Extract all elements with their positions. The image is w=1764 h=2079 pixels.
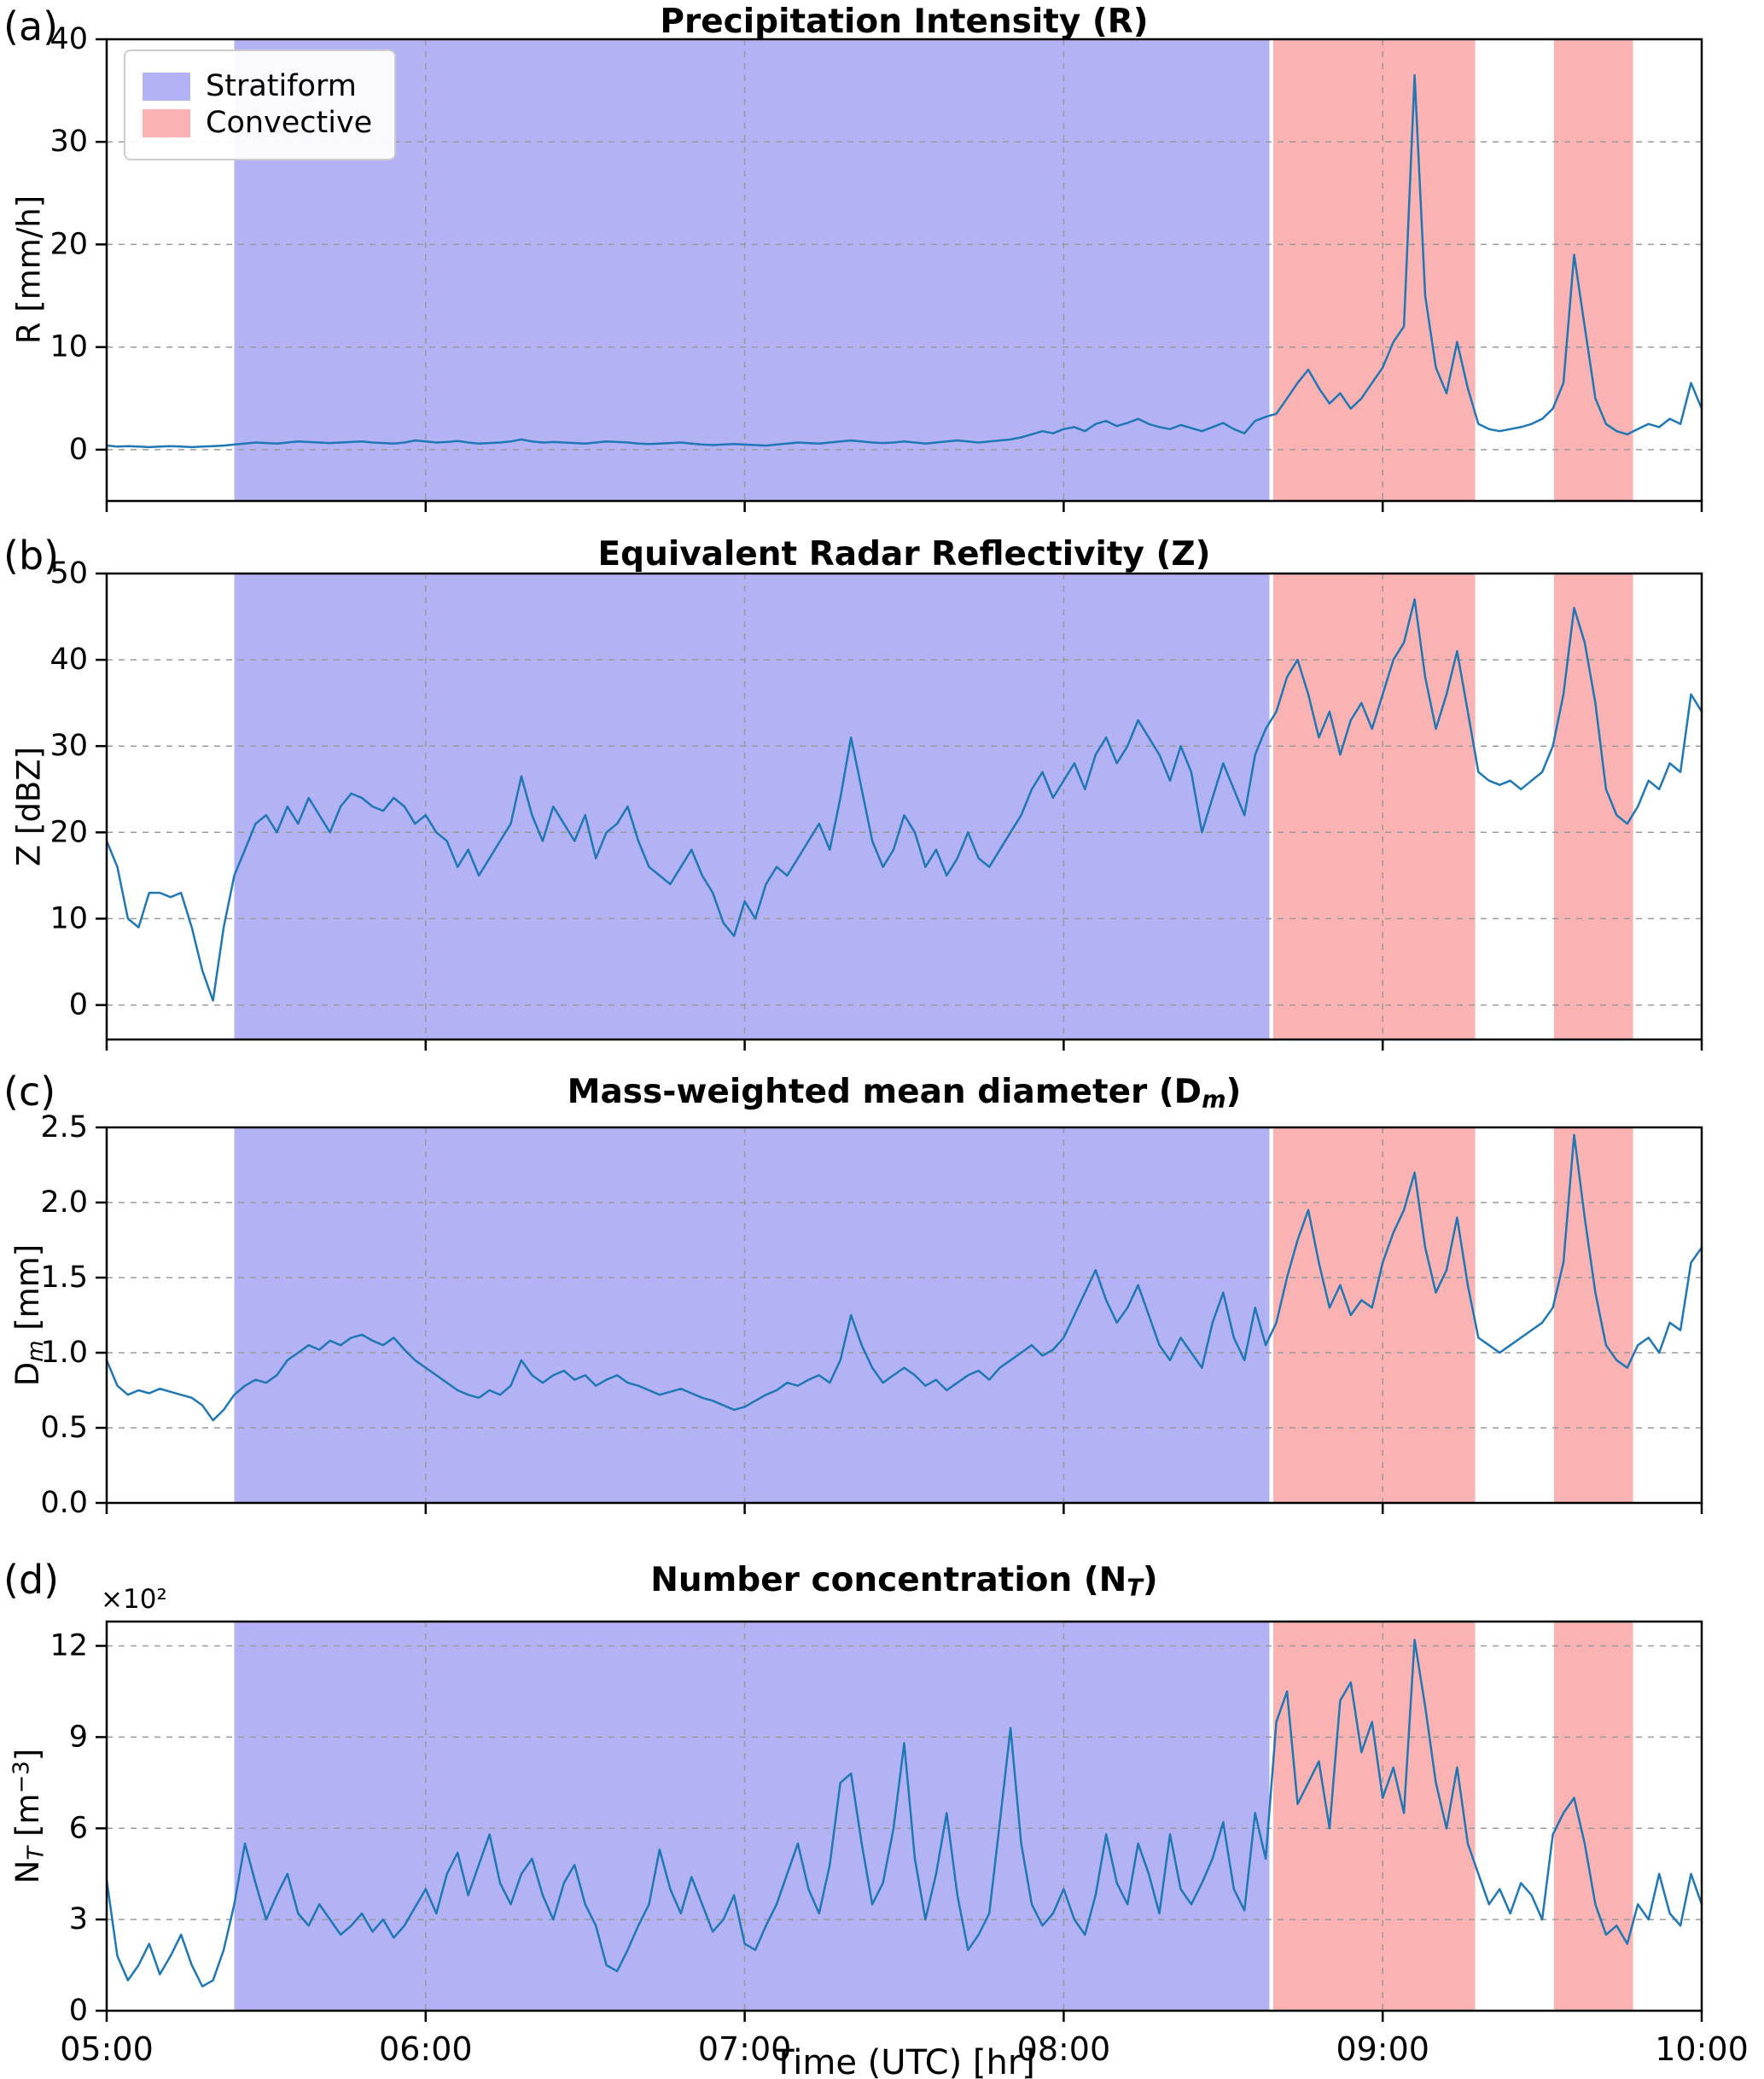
convective-swatch — [143, 109, 190, 137]
legend-entry-convective: Convective — [143, 108, 372, 138]
svg-text:10: 10 — [49, 330, 88, 364]
panel-b-letter: (b) — [3, 533, 60, 579]
svg-text:2.0: 2.0 — [40, 1185, 88, 1220]
panel-a-y-axis-label: R [mm/h] — [10, 195, 48, 345]
stratiform-swatch — [143, 73, 190, 101]
panel-c-y-axis-label: Dm [mm] — [9, 1243, 49, 1387]
legend-entry-stratiform: Stratiform — [143, 72, 372, 102]
panel-d-plot: 0 3 6 9 12 05:00 06:00 07:00 08:00 09:00 10:00 — [49, 1620, 1749, 2068]
panel-b-plot: 0 10 20 30 40 50 — [49, 556, 1703, 1051]
svg-text:0.5: 0.5 — [40, 1411, 88, 1445]
svg-text:30: 30 — [49, 125, 88, 159]
y-axis-offset-text: ×10² — [101, 1584, 167, 1615]
svg-text:0.0: 0.0 — [40, 1486, 88, 1520]
svg-text:12: 12 — [49, 1629, 88, 1663]
svg-text:50: 50 — [49, 556, 88, 591]
legend-label-convective: Convective — [206, 106, 373, 140]
svg-text:0: 0 — [69, 988, 88, 1022]
svg-text:1.0: 1.0 — [40, 1336, 88, 1370]
panel-d-y-axis-label: NT [m−3] — [9, 1748, 49, 1884]
legend-label-stratiform: Stratiform — [206, 69, 357, 103]
svg-text:05:00: 05:00 — [60, 2030, 154, 2068]
panel-c-title: Mass-weighted mean diameter (Dm) — [567, 1073, 1242, 1114]
svg-text:2.5: 2.5 — [40, 1110, 88, 1144]
panel-a-title: Precipitation Intensity (R) — [660, 3, 1149, 41]
legend: Stratiform Convective — [124, 50, 397, 160]
svg-text:09:00: 09:00 — [1336, 2030, 1429, 2068]
svg-text:30: 30 — [49, 729, 88, 763]
svg-text:40: 40 — [49, 643, 88, 677]
svg-text:3: 3 — [69, 1902, 88, 1936]
panel-a-letter: (a) — [3, 3, 59, 50]
svg-text:08:00: 08:00 — [1017, 2030, 1111, 2068]
svg-text:6: 6 — [69, 1811, 88, 1845]
panel-b-title: Equivalent Radar Reflectivity (Z) — [597, 535, 1211, 574]
panel-a-plot: 0 10 20 30 40 — [49, 22, 1703, 512]
svg-text:20: 20 — [49, 227, 88, 261]
svg-text:40: 40 — [49, 22, 88, 56]
svg-text:1.5: 1.5 — [40, 1261, 88, 1295]
panel-b-y-axis-label: Z [dBZ] — [10, 746, 48, 867]
svg-text:06:00: 06:00 — [379, 2030, 473, 2068]
svg-text:10: 10 — [49, 901, 88, 935]
svg-text:10:00: 10:00 — [1655, 2030, 1749, 2068]
svg-text:9: 9 — [69, 1720, 88, 1754]
svg-text:0: 0 — [69, 433, 88, 467]
svg-text:0: 0 — [69, 1994, 88, 2028]
panel-c-plot: 0.0 0.5 1.0 1.5 2.0 2.5 — [40, 1110, 1703, 1520]
panel-c-letter: (c) — [3, 1069, 56, 1115]
panel-d-letter: (d) — [3, 1557, 60, 1603]
svg-text:20: 20 — [49, 815, 88, 849]
svg-text:07:00: 07:00 — [698, 2030, 792, 2068]
panel-d-title: Number concentration (NT) — [650, 1561, 1158, 1602]
x-axis-label: Time (UTC) [hr] — [773, 2043, 1035, 2079]
